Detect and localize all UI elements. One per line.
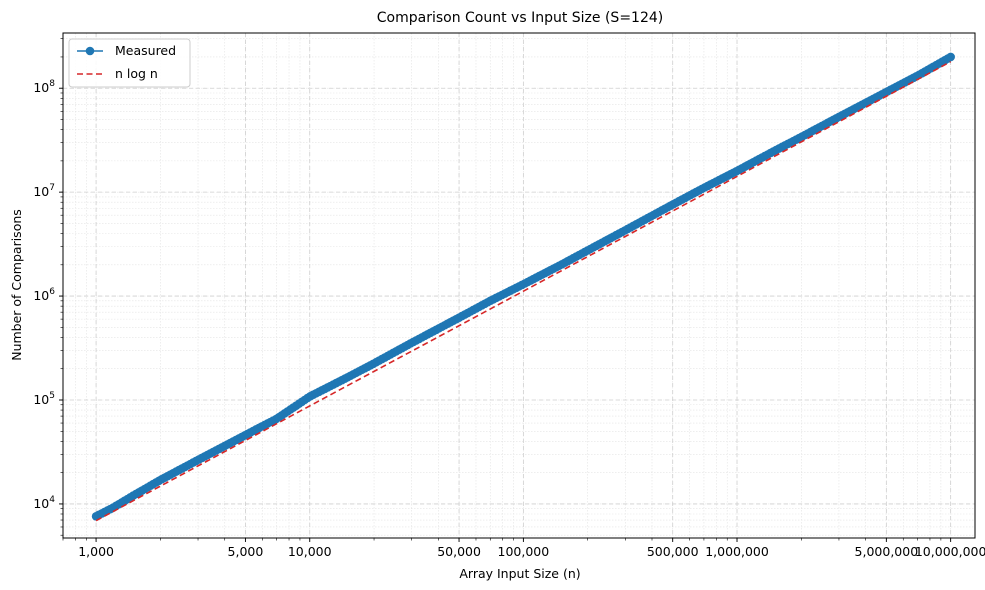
x-tick-label: 500,000 [647, 544, 699, 559]
chart-title: Comparison Count vs Input Size (S=124) [377, 10, 663, 26]
x-tick-label: 10,000 [288, 544, 332, 559]
x-tick-label: 5,000,000 [855, 544, 919, 559]
y-axis-label: Number of Comparisons [9, 209, 24, 361]
x-axis-label: Array Input Size (n) [459, 566, 580, 581]
y-tick-label: 105 [33, 391, 55, 407]
x-tick-label: 10,000,000 [915, 544, 985, 559]
measured-point [946, 52, 955, 62]
x-tick-label: 1,000 [78, 544, 114, 559]
x-tick-label: 1,000,000 [705, 544, 769, 559]
axis-ticks: 1,000 5,000 10,000 50,000 100,000 500,000 1,00… [33, 38, 985, 559]
y-tick-label: 108 [33, 79, 55, 95]
x-tick-label: 50,000 [437, 544, 481, 559]
legend-measured-label: Measured [115, 43, 176, 58]
y-tick-label: 106 [33, 287, 55, 303]
series-layer [91, 52, 955, 522]
legend: Measured n log n [68, 38, 191, 88]
x-tick-label: 5,000 [228, 544, 264, 559]
y-tick-label: 104 [33, 495, 55, 511]
legend-nlogn-label: n log n [115, 66, 158, 81]
legend-measured-marker [85, 46, 95, 56]
series-nlogn-line [95, 60, 952, 522]
x-tick-label: 100,000 [498, 544, 550, 559]
y-tick-label: 107 [33, 183, 55, 199]
plot-area-frame [62, 32, 976, 539]
